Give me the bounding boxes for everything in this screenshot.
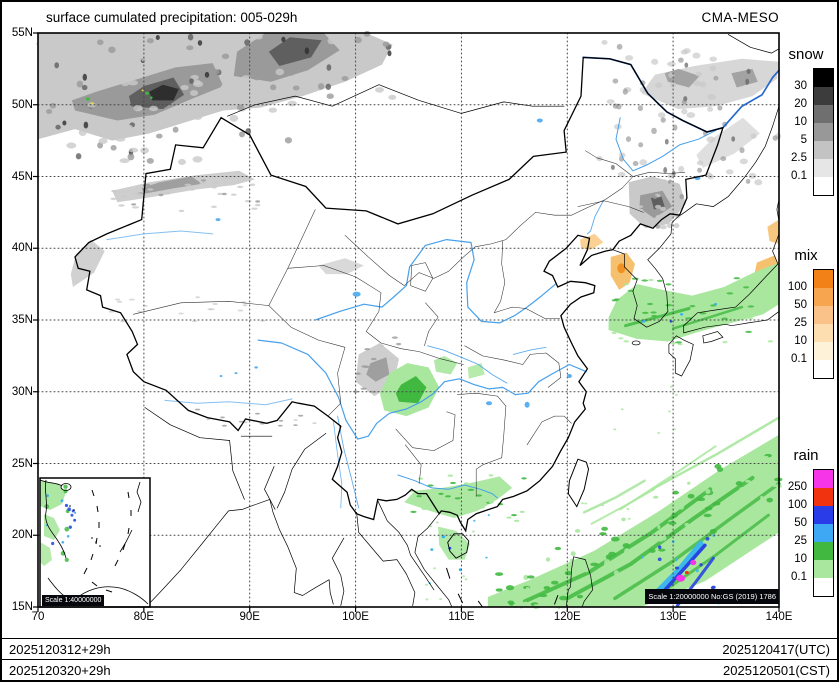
legend-mix: mix 100 50 25 10 0.1 xyxy=(777,247,835,379)
foreign-borders-layer xyxy=(144,34,780,608)
legend-color-segment xyxy=(814,288,833,306)
y-tick-label: 55N xyxy=(11,27,33,39)
legend-color-segment xyxy=(814,270,833,288)
legend-title-mix: mix xyxy=(794,247,818,264)
x-tick-label: 140E xyxy=(765,611,793,623)
grid-layer xyxy=(37,32,780,608)
legend-rain: rain 250 100 50 25 10 0.1 xyxy=(777,447,835,597)
legend-threshold-label: 50 xyxy=(794,517,807,529)
legend-threshold-label: 30 xyxy=(794,80,807,92)
legend-colorbar-mix xyxy=(813,269,834,379)
rain-layer xyxy=(379,262,783,610)
plot-frame xyxy=(37,32,780,608)
y-tick-label: 35N xyxy=(11,314,33,326)
legend-threshold-label: 25 xyxy=(794,535,807,547)
province-borders-layer xyxy=(133,150,686,608)
legend-threshold-label: 250 xyxy=(787,481,807,493)
legend-color-segment xyxy=(814,123,833,141)
legend-threshold-label: 10 xyxy=(794,553,807,565)
run-time-utc: 2025120312+29h xyxy=(9,641,111,657)
map-plot xyxy=(33,30,783,612)
legend-threshold-label: 50 xyxy=(794,299,807,311)
x-tick-label: 130E xyxy=(659,611,687,623)
scs-inset-map xyxy=(39,477,151,608)
x-tick-label: 120E xyxy=(553,611,581,623)
legend-color-segment xyxy=(814,87,833,105)
y-tick-label: 20N xyxy=(11,529,33,542)
legend-color-segment xyxy=(814,141,833,159)
figure-title: surface cumulated precipitation: 005-029… xyxy=(46,10,298,25)
inset-scale-badge: Scale 1:40000000 xyxy=(42,595,105,606)
legend-title-rain: rain xyxy=(793,447,819,464)
legend-color-segment xyxy=(814,560,833,578)
legend-threshold-label: 10 xyxy=(794,335,807,347)
legend-colorbar-rain xyxy=(813,469,834,597)
valid-time-cst: 2025120501(CST) xyxy=(723,662,830,678)
legend-color-segment xyxy=(814,488,833,506)
x-tick-label: 90E xyxy=(239,611,260,623)
legend-threshold-label: 0.1 xyxy=(791,170,807,182)
model-name: CMA-MESO xyxy=(701,10,779,25)
legend-color-segment xyxy=(814,324,833,342)
y-tick-label: 40N xyxy=(11,242,33,255)
legend-threshold-label: 2.5 xyxy=(791,152,807,164)
legend-threshold-label: 0.1 xyxy=(791,571,807,583)
legend-color-segment xyxy=(814,360,833,378)
tick-marks xyxy=(33,32,780,612)
legend-color-segment xyxy=(814,306,833,324)
footer-row-cst: 2025120320+29h 2025120501(CST) xyxy=(2,659,837,680)
legend-snow: snow 30 20 10 5 2.5 0.1 xyxy=(777,46,835,196)
legend-threshold-label: 0.1 xyxy=(791,353,807,365)
legend-threshold-label: 5 xyxy=(800,134,807,146)
legend-title-snow: snow xyxy=(788,46,824,63)
legend-color-segment xyxy=(814,524,833,542)
y-tick-label: 50N xyxy=(11,98,33,111)
legend-color-segment xyxy=(814,105,833,123)
legend-threshold-label: 20 xyxy=(794,98,807,110)
legend-color-segment xyxy=(814,542,833,560)
legend-color-segment xyxy=(814,578,833,596)
legend-color-segment xyxy=(814,342,833,360)
x-tick-label: 70 xyxy=(31,611,45,623)
map-canvas xyxy=(33,30,783,612)
footer-row-utc: 2025120312+29h 2025120417(UTC) xyxy=(2,638,837,659)
national-border-layer xyxy=(74,56,724,533)
y-tick-label: 25N xyxy=(11,457,33,470)
x-tick-label: 100E xyxy=(342,611,369,623)
legend-color-segment xyxy=(814,470,833,488)
y-tick-label: 15N xyxy=(11,601,33,613)
map-scale-badge: Scale 1:20000000 No:GS (2019) 1786 xyxy=(645,589,779,604)
legend-color-segment xyxy=(814,506,833,524)
valid-time-utc: 2025120417(UTC) xyxy=(722,641,830,657)
x-tick-label: 110E xyxy=(448,611,475,623)
legend-threshold-label: 100 xyxy=(787,499,807,511)
legend-color-segment xyxy=(814,159,833,177)
legend-threshold-label: 25 xyxy=(794,317,807,329)
x-tick-label: 80E xyxy=(133,611,155,623)
legend-colorbar-snow xyxy=(813,68,834,196)
y-tick-label: 45N xyxy=(11,170,33,183)
legend-color-segment xyxy=(814,69,833,87)
legend-threshold-label: 100 xyxy=(787,281,807,293)
y-tick-label: 30N xyxy=(11,385,33,398)
legend-color-segment xyxy=(814,177,833,195)
run-time-cst: 2025120320+29h xyxy=(9,662,111,678)
legend-threshold-label: 10 xyxy=(794,116,807,128)
snow-layer xyxy=(36,30,782,427)
